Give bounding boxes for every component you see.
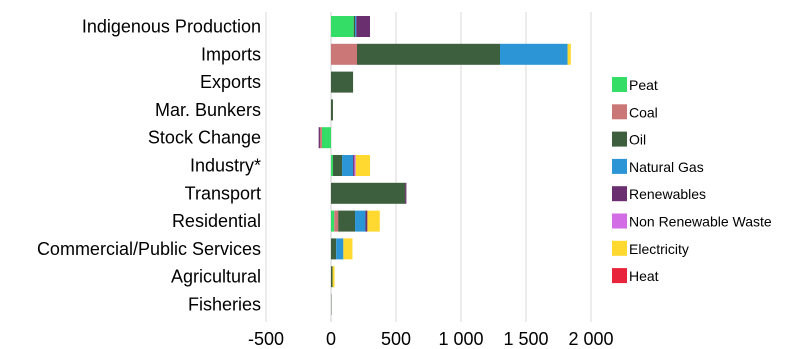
bar-segment [357,43,500,65]
bar-segment [354,155,356,176]
category-label: Fisheries [188,295,261,315]
x-tick-label: 1 500 [503,329,548,349]
legend-label: Non Renewable Waste [629,214,772,230]
bar-segment [353,155,355,176]
bar-segment [338,210,356,232]
bar-segment [500,43,568,65]
bar-segment [353,16,356,37]
legend-swatch [612,268,627,284]
legend-swatch [612,77,627,92]
x-tick-label: -500 [248,329,284,349]
legend-label: Renewables [629,186,706,202]
legend-swatch [612,131,627,147]
bar-segment [355,16,357,37]
legend-label: Oil [629,132,646,148]
bar-segment [331,16,354,37]
category-label: Commercial/Public Services [37,239,261,259]
bar-segment [365,210,368,232]
bar-segment [332,266,335,288]
bar-segment [355,155,370,176]
legend-swatch [612,213,627,229]
legend-swatch [612,104,627,120]
bar-segment [356,16,370,37]
bar-segment [343,238,353,260]
x-tick-label: 500 [381,329,411,349]
category-labels: Indigenous Production Imports Exports Mar. … [37,17,261,315]
bar-segment [405,182,407,204]
category-label: Industry* [190,156,261,176]
legend-label: Peat [629,77,658,93]
legend-swatch [612,240,627,256]
bar-segment [342,155,354,176]
legend-swatch [612,158,627,174]
legend: Peat Coal Oil Natural Gas Renewables Non Rene… [612,77,772,284]
bar-segment [331,71,354,93]
legend-label: Heat [629,268,659,284]
category-label: Mar. Bunkers [155,100,261,120]
x-tick-label: 0 [326,329,336,349]
category-label: Residential [172,211,261,231]
bar-segment [331,182,406,204]
bar-segment [331,43,357,65]
bars [318,16,571,315]
category-label: Stock Change [148,128,261,148]
x-tick-label: 2 000 [568,329,613,349]
legend-swatch [612,186,627,202]
bar-segment [355,210,366,232]
x-tick-labels: -500 0 500 1 000 1 500 2 000 [248,329,614,349]
bar-segment [332,155,343,176]
bar-segment [331,155,333,176]
bar-segment [318,127,320,149]
legend-label: Natural Gas [629,159,704,175]
bar-segment [331,210,335,232]
bar-segment [319,127,322,149]
bar-segment [331,266,333,288]
category-label: Imports [201,44,261,64]
category-label: Transport [185,183,261,203]
bar-segment [331,99,333,121]
x-tick-label: 1 000 [438,329,483,349]
category-label: Indigenous Production [82,17,261,37]
bar-segment [334,210,339,232]
bar-segment [567,43,571,65]
bar-segment [336,238,344,260]
legend-label: Coal [629,104,658,120]
category-label: Agricultural [171,267,261,287]
category-label: Exports [200,72,261,92]
legend-label: Electricity [629,241,689,257]
bar-segment [321,127,331,149]
bar-segment [367,210,380,232]
bar-segment [331,238,337,260]
